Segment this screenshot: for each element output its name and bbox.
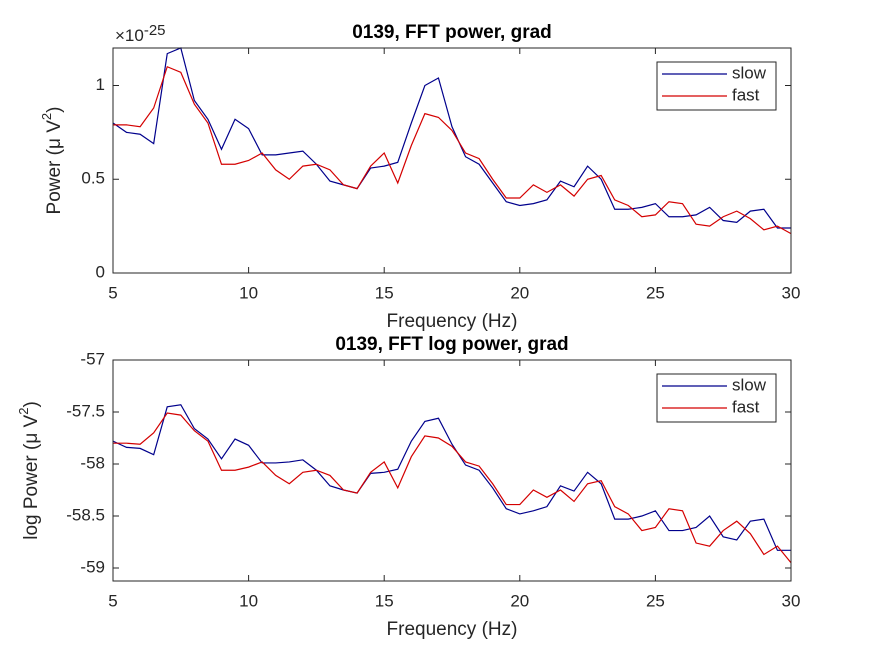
y-axis-label: Power (μ V2): [39, 107, 65, 215]
y-tick-label: 0.5: [81, 169, 105, 188]
y-tick-label: -58.5: [66, 505, 105, 524]
y-axis-label-sup: 2: [39, 113, 54, 120]
data-line: [112, 404, 791, 551]
data-line: [113, 412, 792, 564]
x-tick-label: 25: [646, 591, 665, 610]
x-tick-label: 5: [108, 591, 117, 610]
y-tick-label: -58: [80, 453, 105, 472]
y-tick-label: -59: [80, 557, 105, 576]
data-line: [112, 47, 791, 229]
y-axis-label: log Power (μ V2): [16, 401, 42, 540]
x-axis-label: Frequency (Hz): [387, 311, 518, 332]
legend-box: [656, 61, 777, 111]
x-tick-label: 25: [646, 283, 665, 302]
x-tick-label: 20: [510, 591, 529, 610]
x-tick-label: 5: [108, 283, 117, 302]
y-axis-label-end: ): [44, 107, 65, 113]
chart-title: 0139, FFT log power, grad: [335, 334, 568, 355]
x-tick-label: 10: [239, 283, 258, 302]
x-tick-label: 15: [375, 591, 394, 610]
x-tick-label: 10: [239, 591, 258, 610]
x-tick-label: 30: [782, 283, 801, 302]
legend-box: [656, 373, 777, 423]
legend-label: fast: [732, 397, 760, 416]
y-tick-label: 1: [96, 75, 105, 94]
x-axis-label: Frequency (Hz): [387, 619, 518, 640]
y-exponent-base: ×10: [115, 26, 144, 45]
legend-label: slow: [732, 375, 767, 394]
x-tick-label: 15: [375, 283, 394, 302]
y-exponent-power: -25: [144, 22, 166, 39]
data-line: [113, 65, 792, 235]
x-tick-label: 20: [510, 283, 529, 302]
y-axis-label-sup: 2: [16, 408, 31, 415]
y-axis-label-text: log Power (μ V: [21, 414, 42, 539]
y-tick-label: -57: [80, 349, 105, 368]
y-tick-label: -57.5: [66, 401, 105, 420]
legend-label: slow: [732, 63, 767, 82]
chart-title: 0139, FFT power, grad: [352, 22, 552, 43]
y-axis-label-text: Power (μ V: [44, 120, 65, 215]
y-exponent: ×10-25: [115, 22, 166, 46]
x-tick-label: 30: [782, 591, 801, 610]
y-tick-label: 0: [96, 262, 105, 281]
y-axis-label-end: ): [21, 401, 42, 407]
axes-box: [112, 47, 792, 274]
legend-label: fast: [732, 85, 760, 104]
axes-box: [112, 359, 792, 582]
